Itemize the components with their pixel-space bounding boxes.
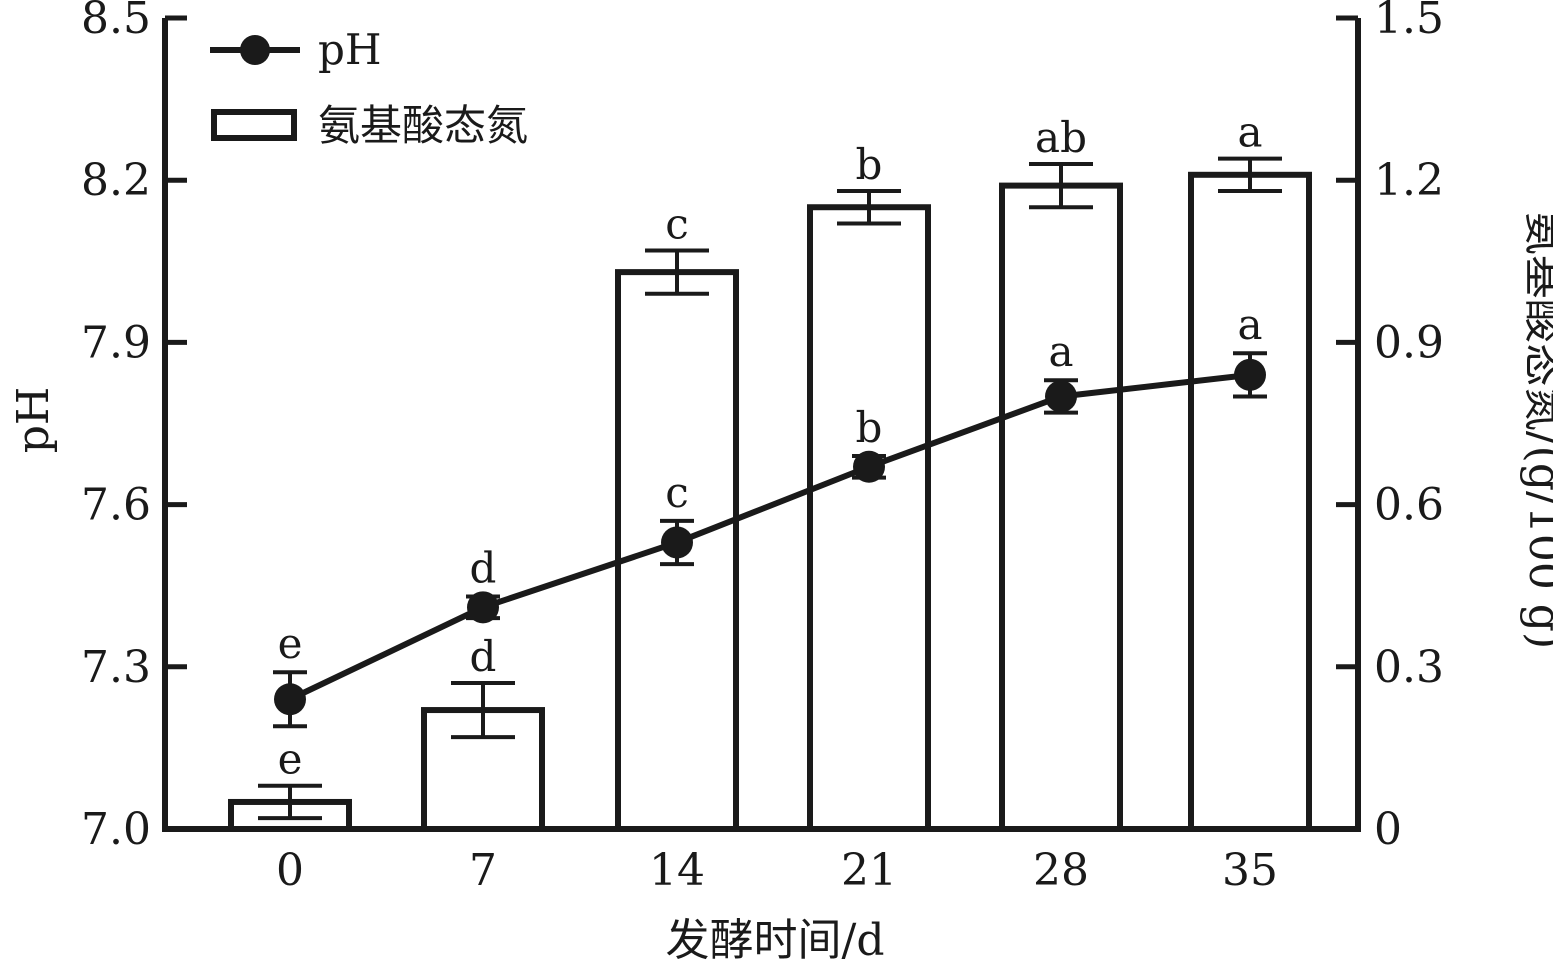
- axes: 7.0 7.3 7.6 7.9 8.2 8.5 0 0.3 0.6 0.9 1.2 1.5 0 7 14 21…: [81, 0, 1444, 896]
- y-tick-label: 7.3: [81, 642, 151, 693]
- y-tick-label: 7.6: [81, 480, 151, 531]
- ph-sig-label: a: [1237, 300, 1262, 349]
- x-tick-label: 14: [649, 845, 705, 896]
- x-tick-label: 28: [1033, 845, 1089, 896]
- ph-sig-label: d: [470, 544, 497, 593]
- x-tick-label: 21: [841, 845, 897, 896]
- x-axis-title: 发酵时间/d: [666, 915, 885, 964]
- significance-labels: e d c b ab a e d c b a a: [278, 108, 1263, 784]
- y2-tick-label: 0: [1374, 804, 1402, 855]
- bar-sig-label: e: [278, 735, 303, 784]
- y-tick-label: 8.2: [81, 155, 151, 206]
- y2-tick-label: 1.5: [1374, 0, 1444, 44]
- bar-sig-label: ab: [1035, 113, 1087, 162]
- y2-tick-label: 0.3: [1374, 642, 1444, 693]
- y2-tick-label: 0.9: [1374, 317, 1444, 368]
- x-tick-label: 7: [469, 845, 497, 896]
- ph-point: [1234, 358, 1266, 391]
- legend-bar-icon: [211, 109, 297, 141]
- bar: [807, 204, 931, 832]
- ph-line: [288, 371, 1251, 702]
- legend-label-ph: pH: [318, 25, 382, 74]
- ph-sig-label: a: [1048, 327, 1073, 376]
- bar-sig-label: a: [1237, 108, 1262, 157]
- bar: [1188, 171, 1312, 832]
- y-tick-label: 7.0: [81, 804, 151, 855]
- y-tick-label: 8.5: [81, 0, 151, 44]
- y2-tick-label: 0.6: [1374, 480, 1444, 531]
- y-tick-label: 7.9: [81, 317, 151, 368]
- ph-sig-label: b: [856, 403, 883, 452]
- y2-tick-label: 1.2: [1374, 155, 1444, 206]
- bar: [999, 182, 1123, 832]
- bar-sig-label: b: [856, 140, 883, 189]
- ph-point: [1045, 380, 1077, 413]
- ph-sig-label: c: [665, 468, 689, 517]
- legend: pH 氨基酸态氮: [210, 25, 528, 150]
- y-axis-title: pH: [8, 387, 59, 454]
- ph-sig-label: e: [278, 619, 303, 668]
- bar-sig-label: c: [665, 199, 689, 248]
- ph-point: [661, 526, 693, 559]
- legend-label-bar: 氨基酸态氮: [318, 101, 528, 150]
- y2-axis-title: 氨基酸态氮/(g/100 g): [1519, 211, 1553, 649]
- ph-point: [274, 683, 306, 716]
- x-tick-label: 0: [276, 845, 304, 896]
- ph-point: [467, 591, 499, 624]
- legend-marker-icon: [240, 35, 270, 65]
- bar-sig-label: d: [470, 632, 497, 681]
- ph-point: [853, 450, 885, 483]
- x-tick-label: 35: [1222, 845, 1278, 896]
- bar-series: [228, 156, 1312, 833]
- ph-series: [273, 351, 1267, 729]
